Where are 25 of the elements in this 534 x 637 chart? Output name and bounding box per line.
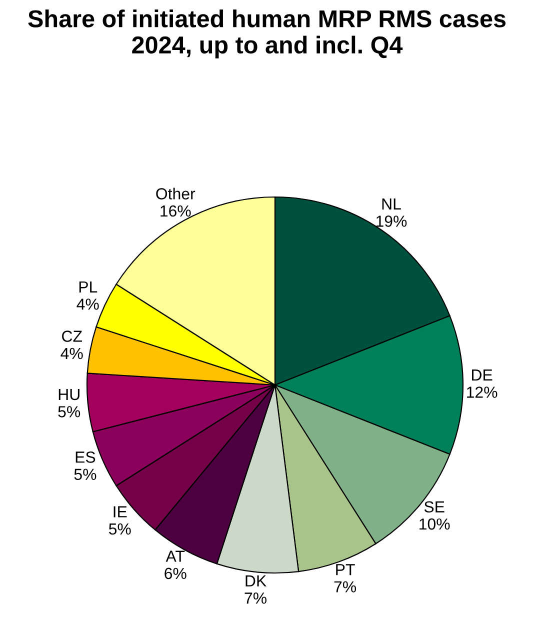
slice-label: CZ: [62, 330, 82, 342]
data-label: 5%: [74, 468, 96, 480]
slice-label: HU: [58, 389, 80, 400]
slice-label: PT: [336, 564, 355, 576]
slice-label: DE: [472, 370, 492, 381]
data-label: 12%: [467, 386, 498, 398]
slice-label: NL: [382, 198, 401, 210]
data-label: 4%: [60, 348, 83, 360]
slice-label: AT: [166, 550, 185, 562]
slice-label: PL: [79, 281, 98, 292]
data-label: 7%: [334, 581, 356, 592]
data-label: 10%: [420, 518, 450, 530]
data-label: 6%: [164, 568, 186, 580]
slice-label: Other: [156, 188, 196, 200]
slice-label: ES: [76, 452, 96, 463]
data-label: 5%: [58, 406, 80, 418]
data-label: 4%: [76, 298, 99, 310]
data-label: 7%: [244, 592, 267, 604]
data-label: 5%: [108, 523, 131, 535]
chart-title: Share of initiated human MRP RMS cases 2024, up to and incl. Q4: [28, 10, 506, 58]
slice-label: IE: [114, 506, 127, 518]
data-label: 19%: [376, 216, 407, 227]
slice-label: DK: [246, 575, 266, 586]
data-label: 16%: [160, 205, 191, 217]
slice-label: SE: [424, 501, 444, 513]
